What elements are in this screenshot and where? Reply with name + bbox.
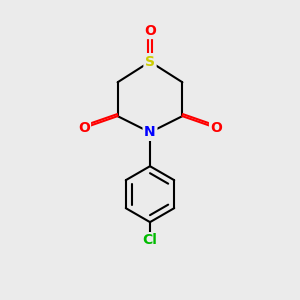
Text: Cl: Cl <box>142 233 158 248</box>
Text: O: O <box>210 121 222 135</box>
Text: S: S <box>145 55 155 69</box>
Text: O: O <box>78 121 90 135</box>
Text: O: O <box>144 24 156 38</box>
Text: N: N <box>144 125 156 139</box>
